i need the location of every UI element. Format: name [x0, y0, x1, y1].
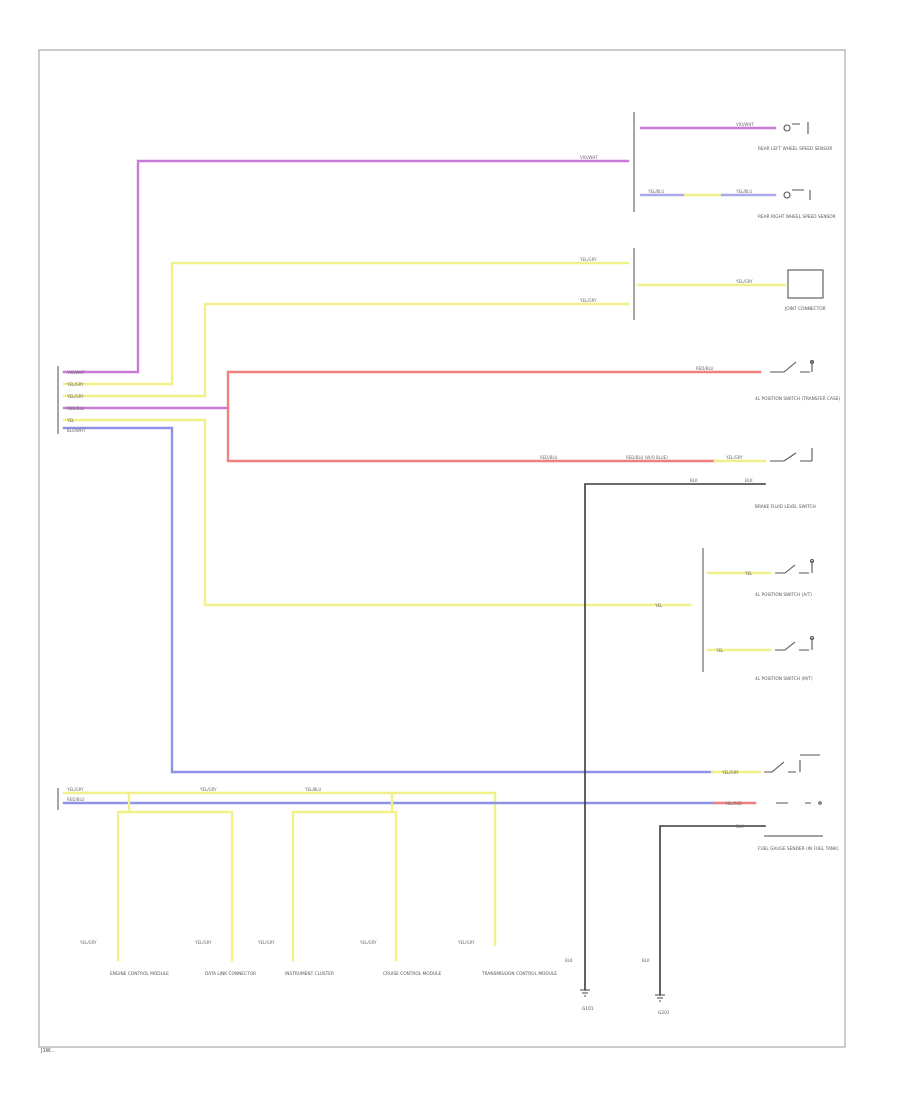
label-switch-a: 4L POSITION SWITCH (TRANSFER CASE) — [755, 396, 840, 402]
left-label-3: YEL/GRY — [66, 394, 84, 399]
wire-label-blue: YEL/GRY — [721, 770, 739, 775]
label-rear-right-sensor: REAR RIGHT WHEEL SPEED SENSOR — [758, 214, 836, 220]
switch-a-symbol — [770, 359, 815, 373]
wire-label-red-2: RED/BLU — [540, 455, 558, 460]
label-fuel-gauge: FUEL GAUGE SENDER (IN FUEL TANK) — [758, 846, 839, 852]
wire-drop-3 — [291, 791, 394, 962]
wire-label-yellow-red: YEL/RED — [724, 801, 742, 806]
label-rear-left-sensor: REAR LEFT WHEEL SPEED SENSOR — [758, 146, 832, 152]
wire-label-red: RED/BLU — [696, 366, 714, 371]
wire-drop-1 — [116, 791, 131, 962]
label-switch-b: BRAKE FLUID LEVEL SWITCH — [755, 504, 816, 510]
fuel-sender-symbol — [776, 801, 822, 805]
wire-drop-4 — [390, 810, 398, 962]
wire-red — [226, 370, 762, 410]
label-joint: JOINT CONNECTOR — [784, 306, 826, 312]
label-bottom-5: TRANSMISSION CONTROL MODULE — [481, 971, 557, 977]
wire-black-brake — [584, 483, 766, 991]
left-label-2: YEL/GRY — [66, 382, 84, 387]
wire-blue — [62, 426, 714, 774]
wire-label-yellow-1: YEL/GRY — [579, 257, 597, 262]
wire-yellow-mid — [62, 302, 630, 398]
wire-label-yel-mid: YEL — [654, 603, 663, 608]
wire-drop-2 — [127, 810, 234, 962]
switch-d-symbol — [775, 635, 815, 651]
bus-label-yellow-2: YEL/GRY — [199, 787, 217, 792]
wire-label-yellow-joint: YEL/GRY — [735, 279, 753, 284]
bus-label-yellow: YEL/GRY — [66, 787, 84, 792]
left-label-1: VIO/WHT — [67, 370, 85, 375]
switch-e-symbol — [764, 754, 820, 773]
wire-black-fuel — [659, 825, 766, 996]
wire-label-yel-c: YEL — [744, 571, 753, 576]
wire-label-violet-rl: VIO/WHT — [736, 122, 754, 127]
label-bottom-2: DATA LINK CONNECTOR — [205, 971, 256, 977]
label-ground-2: G201 — [658, 1010, 670, 1016]
drop-label-black-2: BLK — [642, 958, 650, 963]
wire-label-yellow-2: YEL/GRY — [579, 298, 597, 303]
ground-symbol-2 — [655, 994, 665, 1002]
wire-yellow-upper — [62, 261, 630, 386]
switch-b-symbol — [770, 448, 813, 462]
wire-red-lower — [226, 406, 717, 463]
joint-connector-box — [787, 269, 824, 299]
bus-label-blue: RED/BLU — [67, 797, 85, 802]
wire-label-black-brake-2: BLK — [745, 478, 753, 483]
wire-label-black-fuel: BLK — [736, 824, 744, 829]
wire-label-rr-2: YEL/BLU — [735, 189, 752, 194]
wire-label-violet: VIO/WHT — [580, 155, 598, 160]
label-bottom-1: ENGINE CONTROL MODULE — [110, 971, 169, 977]
left-label-4: RED/BLU — [67, 406, 85, 411]
wire-label-yel-d: YEL — [715, 648, 724, 653]
diagram-frame — [38, 49, 846, 1048]
wire-label-rr-1: YEL/BLU — [647, 189, 664, 194]
ground-symbol-1 — [580, 989, 590, 997]
label-switch-c: 4L POSITION SWITCH (A/T) — [755, 592, 812, 598]
drop-label-black-1: BLK — [565, 958, 573, 963]
left-label-5: YEL — [66, 418, 75, 423]
label-ground-1: G101 — [582, 1006, 594, 1012]
switch-c-symbol — [775, 558, 815, 574]
footer-code: J1W... — [40, 1048, 55, 1054]
label-bottom-3: INSTRUMENT CLUSTER — [285, 971, 334, 977]
drop-label-5: YEL/GRY — [457, 940, 475, 945]
wire-violet-upper — [62, 159, 630, 374]
drop-label-2: YEL/GRY — [194, 940, 212, 945]
wire-label-red-long: RED/BLU (W/O BLUE) — [626, 455, 668, 460]
drop-label-4: YEL/GRY — [359, 940, 377, 945]
rear-right-sensor-symbol — [783, 189, 811, 200]
label-bottom-4: CRUISE CONTROL MODULE — [383, 971, 441, 977]
rear-left-sensor-symbol — [783, 122, 809, 134]
wire-label-red-tail: YEL/GRY — [725, 455, 743, 460]
drop-label-1: YEL/GRY — [79, 940, 97, 945]
drop-label-3: YEL/GRY — [257, 940, 275, 945]
wire-yellow-4l — [62, 418, 692, 607]
wire-label-black-brake: BLK — [690, 478, 698, 483]
label-switch-d: 4L POSITION SWITCH (M/T) — [755, 676, 813, 682]
wire-bus-yellow — [62, 791, 497, 947]
bus-label-yellow-blue: YEL/BLU — [304, 787, 321, 792]
left-label-6: BLU/WHT — [67, 428, 86, 433]
